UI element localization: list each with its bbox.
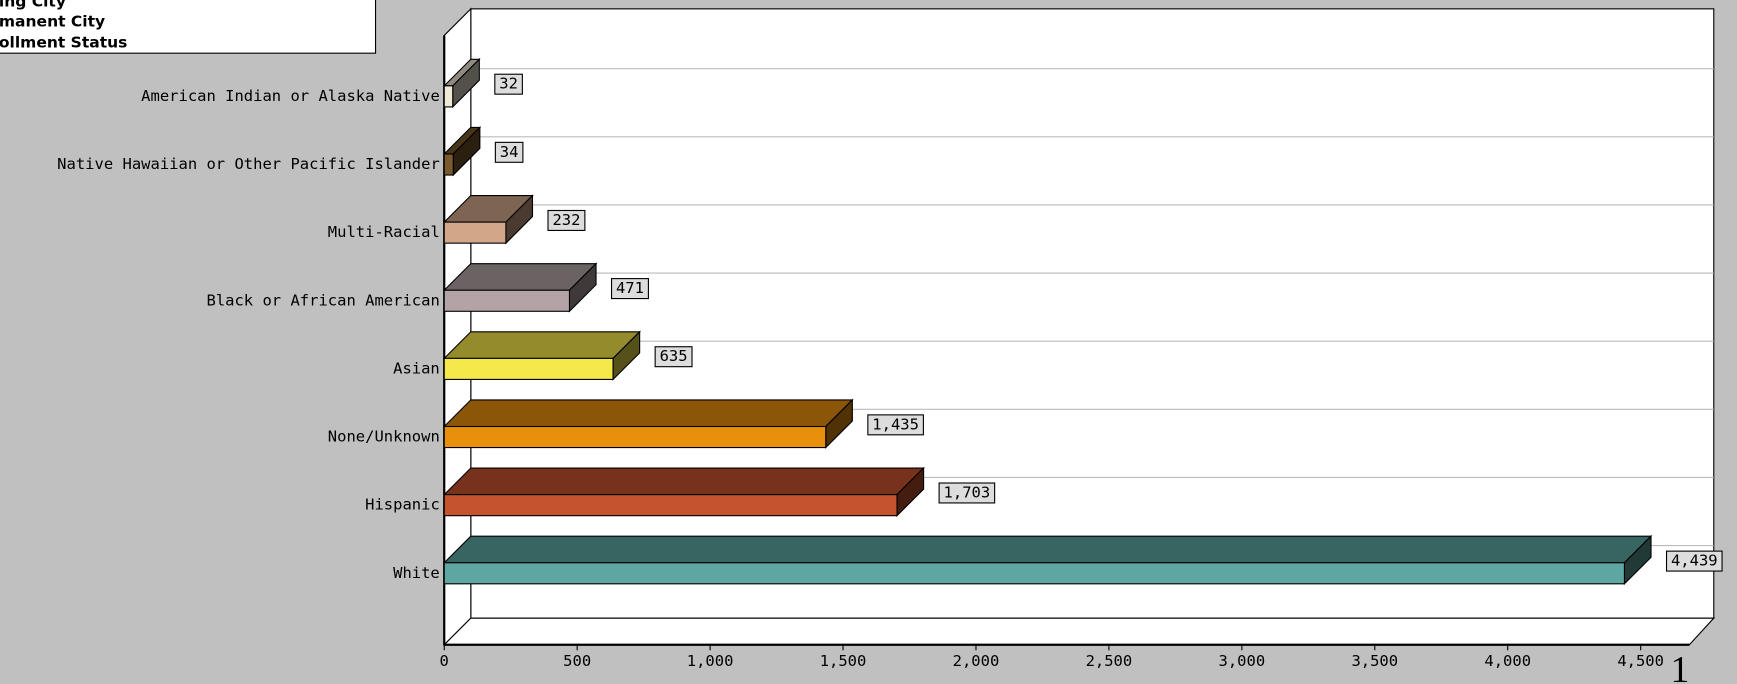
value-label: 32	[499, 75, 518, 93]
x-tick-label: 0	[440, 652, 449, 670]
x-tick-label: 3,500	[1351, 652, 1398, 670]
value-label: 1,703	[944, 483, 991, 501]
value-label-box	[938, 482, 996, 504]
bar-top	[442, 535, 1653, 564]
bar	[443, 494, 898, 517]
x-tick-label: 2,000	[953, 652, 1000, 670]
y-tick-label: White	[393, 564, 440, 582]
bar-top	[442, 467, 925, 496]
y-tick-label: Black or African American	[206, 291, 439, 309]
page-number: 1	[1671, 649, 1690, 684]
value-label: 232	[552, 211, 580, 229]
value-label-box	[867, 414, 924, 436]
back-wall	[470, 8, 1715, 619]
value-label: 635	[660, 347, 688, 365]
value-label: 34	[500, 143, 519, 161]
bar	[443, 221, 507, 244]
x-tick-label: 500	[563, 652, 591, 670]
bar	[443, 85, 454, 108]
legend-box	[0, 0, 377, 54]
bar-top	[442, 331, 641, 359]
legend-entry: ing City	[0, 0, 66, 11]
bar	[443, 425, 827, 449]
value-label: 471	[616, 279, 644, 297]
value-label-box	[1665, 550, 1723, 572]
value-label-box	[547, 209, 586, 231]
bar	[443, 289, 571, 312]
bar-top	[442, 399, 854, 428]
y-tick-label: Native Hawaiian or Other Pacific Islande…	[57, 155, 440, 173]
y-tick-label: Hispanic	[365, 496, 440, 514]
bar	[443, 562, 1625, 585]
value-label-box	[654, 346, 693, 368]
y-tick-label: Multi-Racial	[328, 223, 440, 241]
value-label-box	[494, 141, 524, 163]
value-label-box	[494, 73, 523, 95]
y-tick-label: American Indian or Alaska Native	[141, 87, 440, 105]
value-label: 1,435	[872, 415, 919, 433]
x-tick-label: 1,000	[687, 652, 734, 670]
x-tick-label: 3,000	[1219, 652, 1266, 670]
y-tick-label: None/Unknown	[328, 428, 440, 446]
x-tick-label: 4,000	[1484, 652, 1531, 670]
value-label: 4,439	[1671, 552, 1718, 570]
floor	[442, 617, 1716, 646]
y-tick-label: Asian	[393, 359, 440, 377]
legend-entry: ollment Status	[0, 34, 127, 52]
x-tick-label: 1,500	[820, 652, 867, 670]
x-tick-label: 4,500	[1617, 652, 1664, 670]
legend-entry: manent City	[0, 13, 105, 31]
x-tick-label: 2,500	[1086, 652, 1133, 670]
bar	[443, 153, 454, 176]
bar	[443, 357, 614, 380]
value-label-box	[610, 278, 649, 300]
